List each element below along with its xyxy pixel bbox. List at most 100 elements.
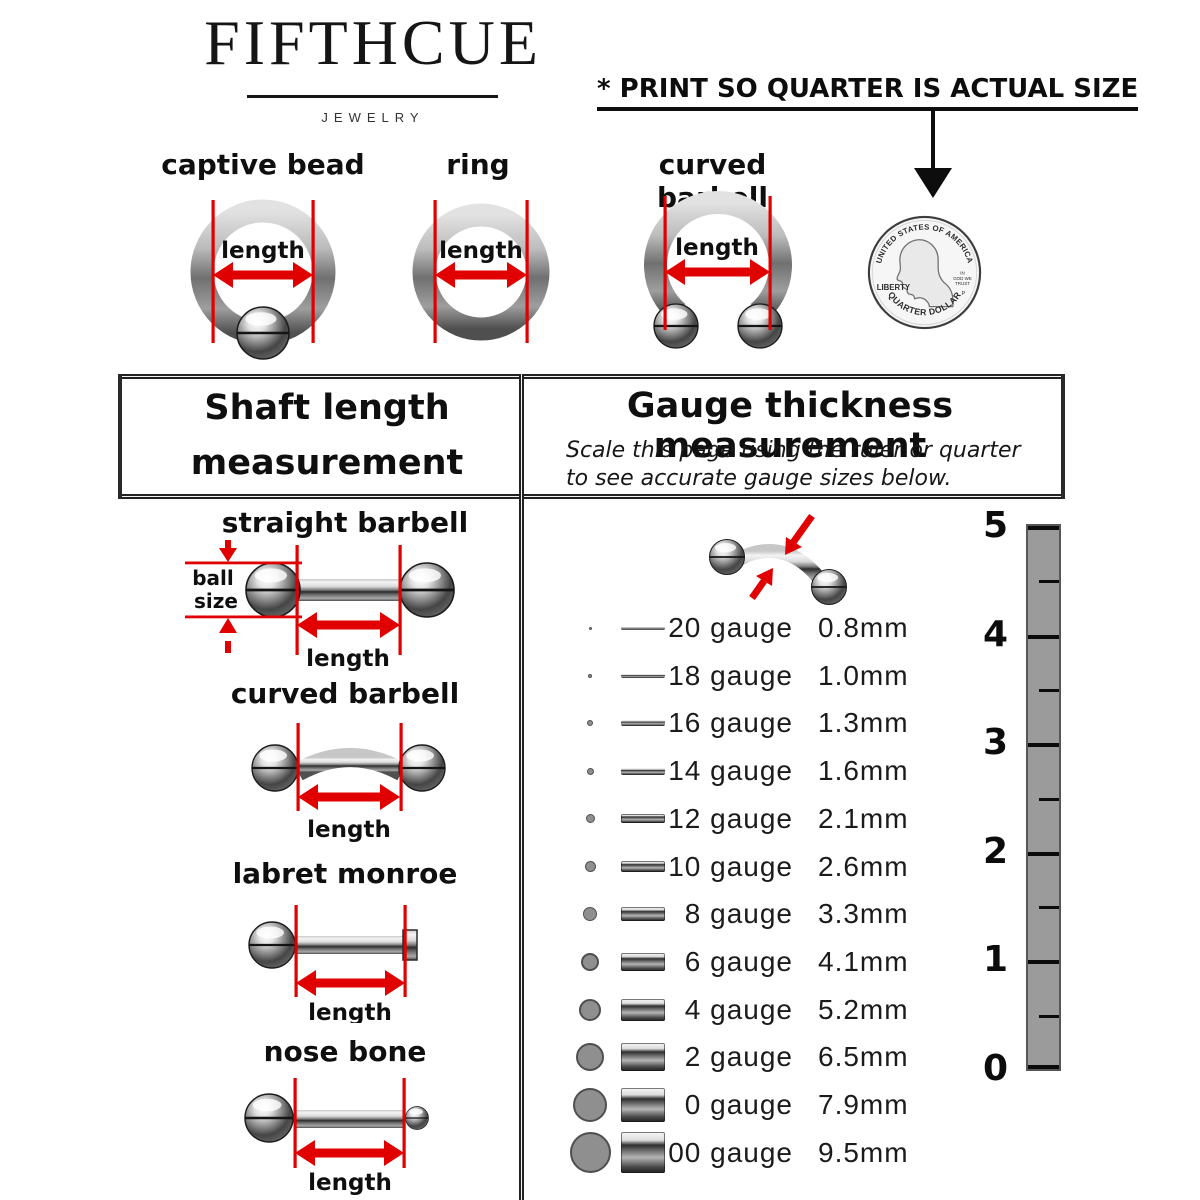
curved-barbell-ring-figure: length (644, 191, 792, 350)
curved-shaft (293, 748, 407, 781)
gauge-size-label: 00 gauge (668, 1136, 793, 1168)
gauge-end-view-dot (569, 1132, 611, 1174)
gauge-side-view-bar (621, 998, 665, 1021)
down-arrow-head-icon (914, 168, 952, 198)
end-ball-right (736, 302, 784, 350)
measure-line-left (663, 196, 667, 330)
length-arrow (435, 262, 527, 288)
gauge-row: 16 gauge 1.3mm (540, 699, 940, 747)
gauge-size-label: 14 gauge (668, 755, 793, 787)
gauge-end-view-dot (583, 907, 597, 922)
ruler-number: 5 (982, 505, 1008, 546)
gauge-mm-label: 4.1mm (818, 945, 909, 977)
shaft-section-title-line1: Shaft length (204, 388, 450, 428)
gauge-end-view-dot (579, 998, 601, 1021)
gauge-side-view-bar (621, 626, 665, 630)
measure-line-right (768, 196, 772, 330)
length-text: length (306, 646, 390, 672)
bead-ball (235, 305, 291, 361)
gauge-side-view-bar (621, 861, 665, 872)
gauge-size-label: 18 gauge (668, 659, 793, 691)
gauge-mm-label: 3.3mm (818, 898, 909, 930)
curved-barbell-side-label: curved barbell (230, 677, 460, 710)
curved-shaft (733, 544, 828, 587)
labret-monroe-figure: length (247, 905, 418, 1023)
gauge-end-view-dot (581, 952, 599, 971)
nose-bone-figure: length (243, 1078, 430, 1196)
measure-line-right (403, 905, 407, 997)
gauge-end-view-dot (573, 1088, 607, 1122)
measure-line-right (311, 200, 315, 343)
gauge-side-view-bar (621, 1132, 665, 1174)
length-arrow (665, 259, 770, 285)
gauge-size-label: 10 gauge (668, 850, 793, 882)
ruler-major-tick (1028, 743, 1059, 748)
curved-barbell-side-figure: length (250, 723, 447, 843)
gauge-section-title: Gauge thickness measurement (626, 386, 954, 466)
divider-right-cap (1061, 374, 1065, 499)
labret-shaft (297, 936, 403, 954)
gauge-side-view-bar (621, 814, 665, 824)
nose-bone-label: nose bone (263, 1035, 427, 1068)
gauge-end-view-dot (587, 720, 593, 727)
length-text: length (308, 1170, 392, 1196)
gauge-end-view-dot (576, 1043, 604, 1072)
captive-bead-label: captive bead (161, 148, 365, 181)
gauge-row: 0 gauge 7.9mm (540, 1081, 940, 1129)
length-arrow (213, 262, 313, 288)
coin-motto-line1: IN (960, 270, 964, 275)
gauge-row: 2 gauge 6.5mm (540, 1033, 940, 1081)
barbell-shaft (297, 579, 400, 601)
gauge-size-label: 8 gauge (684, 898, 793, 930)
measure-line-right (402, 1078, 406, 1168)
shaft-section-title-line2: measurement (190, 443, 464, 483)
gauge-row: 20 gauge 0.8mm (540, 604, 940, 652)
ruler-minor-tick (1039, 797, 1059, 801)
barbell-ball-left (708, 538, 746, 576)
barbell-ball-right (398, 561, 456, 619)
length-text: length (675, 235, 759, 261)
measure-line-left (296, 723, 300, 811)
ball-size-arrow-top-shaft (225, 540, 231, 550)
ruler-minor-tick (1039, 906, 1059, 910)
gauge-row: 14 gauge 1.6mm (540, 747, 940, 795)
ball-size-text-line1: ball (192, 566, 234, 590)
gauge-thickness-figure (708, 513, 848, 606)
ruler-number: 2 (982, 830, 1008, 872)
gauge-size-label: 4 gauge (684, 993, 793, 1025)
coin-mint-mark: P (962, 291, 966, 297)
gauge-section-subtitle-line1: Scale this page using the ruler or quart… (566, 438, 1021, 463)
straight-barbell-figure: ball size length (185, 540, 456, 672)
washington-profile (896, 239, 954, 308)
gauge-mm-label: 1.3mm (818, 707, 909, 739)
gauge-row: 00 gauge 9.5mm (540, 1129, 940, 1177)
quarter-coin: UNITED STATES OF AMERICA QUARTER DOLLAR … (867, 215, 982, 330)
gauge-size-label: 2 gauge (684, 1041, 793, 1073)
thickness-arrow-top-shaft (789, 513, 815, 547)
ruler-number: 1 (982, 939, 1008, 981)
gauge-row: 10 gauge 2.6mm (540, 843, 940, 891)
nose-bone-ball-small (404, 1105, 430, 1131)
gauge-row: 8 gauge 3.3mm (540, 890, 940, 938)
ball-size-arrow-bottom-head (219, 618, 237, 633)
straight-barbell-label: straight barbell (221, 506, 469, 539)
coin-inner-ring (871, 219, 978, 326)
ruler-bar (1026, 524, 1061, 1071)
gauge-size-label: 16 gauge (668, 707, 793, 739)
ball-size-arrow-bottom-shaft (225, 641, 231, 653)
length-text: length (221, 238, 305, 264)
length-arrow (296, 970, 405, 996)
ring-figure: length (412, 200, 550, 343)
length-arrow (297, 612, 400, 638)
down-arrow-icon (931, 111, 935, 169)
thickness-arrow-bottom-shaft (749, 578, 767, 601)
gauge-mm-label: 2.1mm (818, 802, 909, 834)
gauge-mm-label: 0.8mm (818, 612, 909, 643)
gauge-mm-label: 7.9mm (818, 1089, 909, 1120)
measure-line-left (293, 1078, 297, 1168)
gauge-row: 18 gauge 1.0mm (540, 652, 940, 700)
length-text: length (439, 238, 523, 264)
ruler-number: 0 (982, 1048, 1008, 1089)
gauge-mm-label: 5.2mm (818, 993, 909, 1025)
gauge-mm-label: 1.6mm (818, 755, 909, 787)
